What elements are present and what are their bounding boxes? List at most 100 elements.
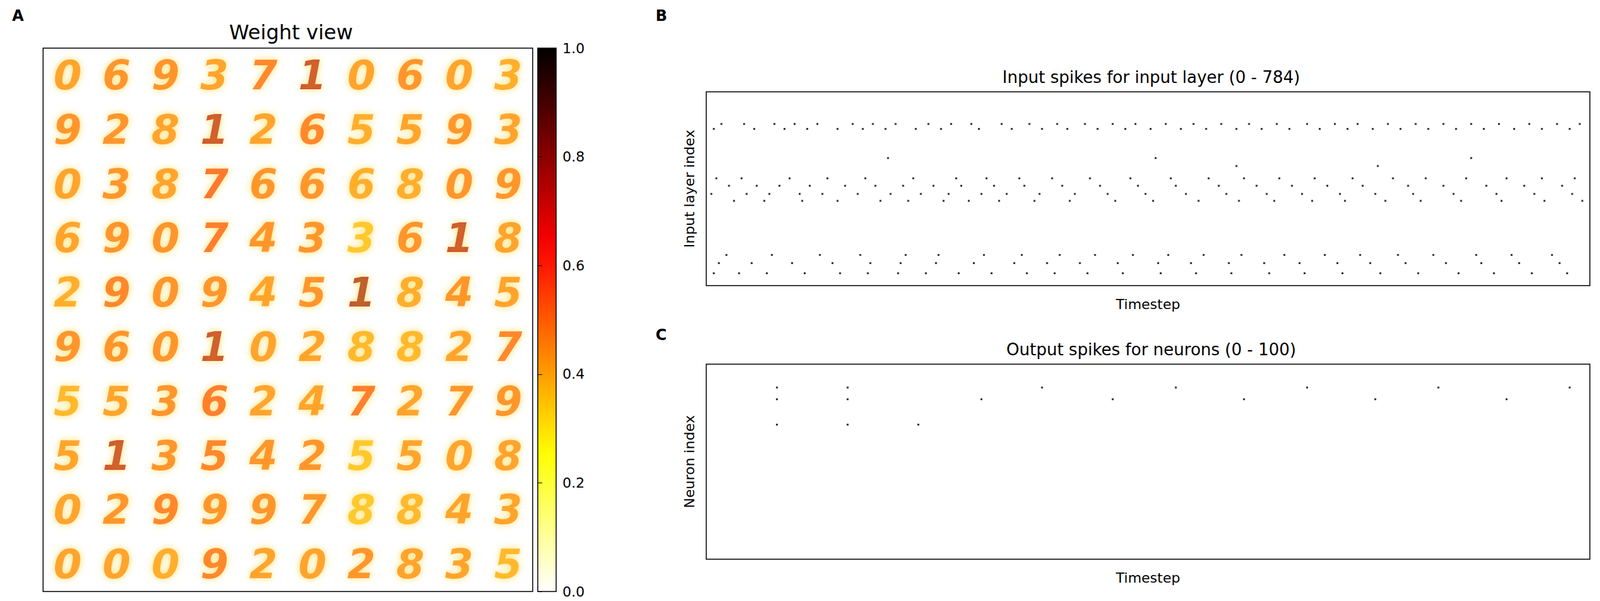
svg-text:Neuron index: Neuron index (681, 414, 698, 508)
svg-text:9: 9 (494, 160, 523, 208)
svg-text:5: 5 (53, 432, 82, 480)
svg-text:4: 4 (444, 269, 474, 317)
svg-text:0: 0 (53, 540, 82, 588)
svg-text:2: 2 (395, 378, 425, 426)
svg-text:9: 9 (249, 486, 279, 534)
svg-text:0: 0 (53, 486, 82, 534)
svg-text:C: C (655, 326, 667, 344)
svg-text:7: 7 (494, 323, 523, 371)
svg-text:8: 8 (347, 323, 376, 371)
svg-text:2: 2 (249, 106, 279, 154)
svg-text:5: 5 (347, 106, 376, 154)
svg-text:4: 4 (297, 378, 327, 426)
svg-text:2: 2 (102, 486, 132, 534)
svg-text:7: 7 (249, 51, 279, 99)
svg-text:7: 7 (200, 214, 229, 262)
svg-text:0: 0 (298, 540, 327, 588)
svg-text:3: 3 (494, 106, 523, 154)
svg-text:4: 4 (248, 269, 279, 317)
svg-text:6: 6 (102, 323, 132, 371)
svg-text:8: 8 (347, 486, 376, 534)
svg-text:3: 3 (298, 214, 327, 262)
svg-text:9: 9 (445, 106, 474, 154)
svg-text:5: 5 (395, 106, 425, 154)
svg-text:5: 5 (347, 432, 376, 480)
svg-text:2: 2 (298, 432, 327, 480)
svg-text:7: 7 (200, 160, 229, 208)
svg-text:8: 8 (395, 269, 425, 317)
svg-text:3: 3 (102, 160, 132, 208)
svg-text:6: 6 (347, 160, 376, 208)
svg-text:6: 6 (395, 51, 425, 99)
svg-text:0: 0 (445, 160, 474, 208)
svg-text:2: 2 (53, 269, 82, 317)
svg-text:8: 8 (151, 160, 180, 208)
svg-text:Timestep: Timestep (1115, 296, 1181, 313)
svg-text:9: 9 (102, 269, 132, 317)
svg-text:0.8: 0.8 (562, 148, 585, 165)
svg-text:Output spikes for neurons (0 -: Output spikes for neurons (0 - 100) (1006, 340, 1296, 360)
svg-text:1: 1 (298, 51, 327, 99)
svg-text:5: 5 (200, 432, 229, 480)
svg-text:2: 2 (249, 540, 279, 588)
svg-text:8: 8 (395, 486, 425, 534)
svg-text:3: 3 (347, 214, 376, 262)
svg-text:0: 0 (151, 323, 180, 371)
svg-text:2: 2 (347, 540, 376, 588)
svg-text:8: 8 (395, 160, 425, 208)
svg-text:1: 1 (445, 214, 474, 262)
svg-text:6: 6 (200, 378, 229, 426)
svg-text:1: 1 (200, 106, 229, 154)
svg-text:6: 6 (298, 106, 327, 154)
svg-text:0.4: 0.4 (562, 366, 585, 382)
svg-text:6: 6 (298, 160, 327, 208)
svg-text:0: 0 (249, 323, 279, 371)
svg-text:0: 0 (445, 432, 474, 480)
svg-text:Weight view: Weight view (229, 20, 353, 45)
svg-text:3: 3 (445, 540, 474, 588)
svg-text:0: 0 (151, 214, 180, 262)
svg-text:9: 9 (200, 486, 229, 534)
svg-text:0: 0 (347, 51, 376, 99)
svg-text:4: 4 (248, 432, 279, 480)
svg-text:7: 7 (445, 378, 474, 426)
svg-text:Input layer index: Input layer index (681, 129, 698, 248)
svg-text:4: 4 (444, 486, 474, 534)
svg-text:3: 3 (494, 486, 523, 534)
svg-text:9: 9 (53, 323, 82, 371)
svg-text:0.6: 0.6 (562, 257, 585, 274)
svg-text:3: 3 (494, 51, 523, 99)
svg-text:9: 9 (200, 269, 229, 317)
svg-text:6: 6 (249, 160, 279, 208)
svg-text:5: 5 (298, 269, 327, 317)
svg-text:6: 6 (395, 214, 425, 262)
svg-text:5: 5 (395, 432, 425, 480)
svg-text:2: 2 (298, 323, 327, 371)
svg-text:9: 9 (151, 486, 180, 534)
svg-text:6: 6 (53, 214, 82, 262)
svg-text:0.0: 0.0 (562, 584, 585, 600)
svg-text:Timestep: Timestep (1115, 570, 1181, 586)
svg-text:B: B (655, 6, 667, 25)
svg-text:9: 9 (53, 106, 82, 154)
svg-text:A: A (12, 6, 25, 25)
svg-text:0: 0 (151, 540, 180, 588)
svg-text:9: 9 (151, 51, 180, 99)
svg-text:0: 0 (102, 540, 132, 588)
svg-text:8: 8 (151, 106, 180, 154)
svg-text:0: 0 (445, 51, 474, 99)
svg-text:5: 5 (494, 540, 523, 588)
svg-text:1: 1 (347, 269, 376, 317)
svg-text:5: 5 (53, 378, 82, 426)
svg-text:0: 0 (151, 269, 180, 317)
svg-text:4: 4 (248, 214, 279, 262)
svg-text:8: 8 (494, 214, 523, 262)
svg-text:9: 9 (102, 214, 132, 262)
svg-text:3: 3 (151, 432, 180, 480)
svg-text:5: 5 (102, 378, 132, 426)
svg-text:0: 0 (53, 51, 82, 99)
svg-text:Input spikes for input layer (: Input spikes for input layer (0 - 784) (1002, 67, 1301, 87)
svg-text:0: 0 (53, 160, 82, 208)
svg-text:7: 7 (298, 486, 327, 534)
svg-text:8: 8 (395, 540, 425, 588)
